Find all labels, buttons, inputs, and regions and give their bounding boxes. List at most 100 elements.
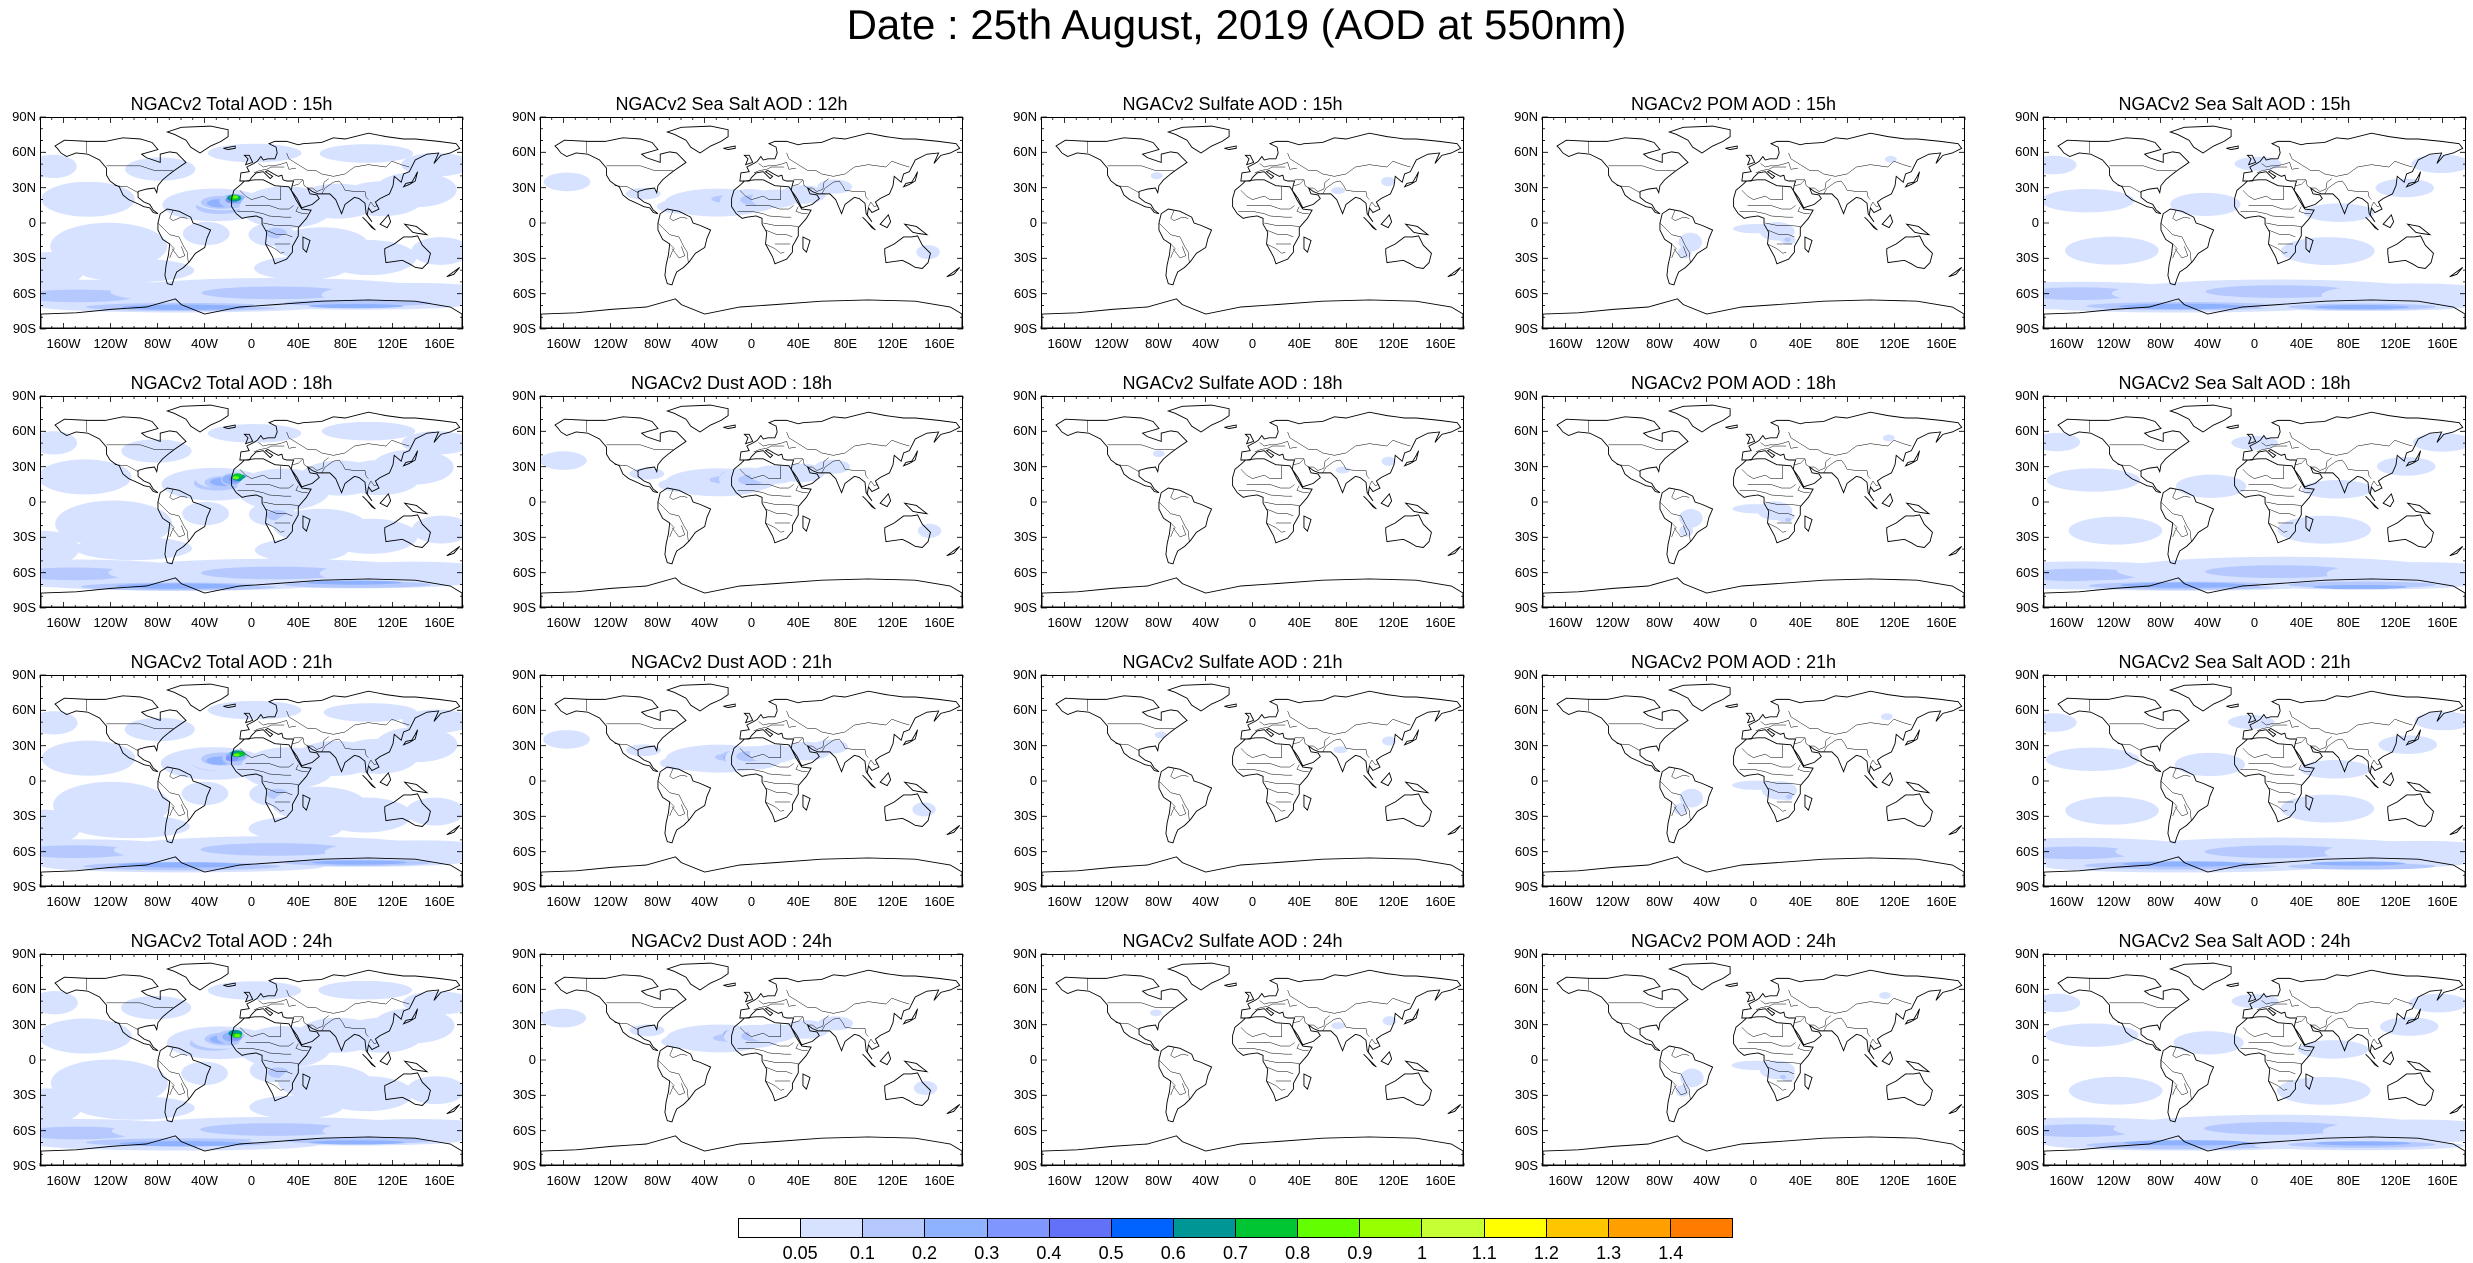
- coastline: [731, 458, 812, 544]
- tick-marks: [1541, 116, 1966, 330]
- coastline: [41, 298, 462, 328]
- map-frame: [1041, 396, 1464, 608]
- longitude-label: 120W: [1595, 615, 1630, 630]
- tick-marks: [539, 674, 964, 888]
- coastline: [723, 703, 736, 708]
- coastline: [1745, 712, 1756, 724]
- country-border: [171, 1083, 186, 1096]
- coastline: [2387, 514, 2434, 548]
- aod-contour: [234, 1034, 241, 1038]
- aod-contour: [541, 1008, 587, 1028]
- country-border: [106, 444, 174, 450]
- country-border: [171, 246, 186, 259]
- coastlines: [1042, 962, 1463, 1165]
- country-border: [1739, 490, 1794, 497]
- country-border: [253, 1003, 285, 1011]
- aod-contour: [41, 181, 135, 217]
- aod-contour: [41, 740, 136, 776]
- country-border: [2324, 180, 2372, 200]
- longitude-label: 80W: [644, 615, 671, 630]
- coastlines: [1543, 404, 1964, 607]
- latitude-label: 90S: [512, 600, 536, 615]
- coastline: [1556, 974, 1689, 1052]
- country-border: [2289, 152, 2413, 177]
- aod-contour: [913, 1081, 938, 1096]
- latitude-label: 30S: [1514, 1087, 1538, 1103]
- longitude-label: 120W: [2096, 336, 2131, 351]
- country-border: [1172, 804, 1187, 817]
- aod-contour: [50, 222, 168, 270]
- country-border: [295, 764, 308, 772]
- coastlines: [541, 683, 962, 886]
- aod-contour: [2413, 433, 2465, 452]
- country-border: [1254, 445, 1286, 453]
- longitude-label: 160W: [1548, 1173, 1583, 1188]
- coastline: [1725, 424, 1738, 429]
- aod-contour: [248, 816, 343, 841]
- coastline: [2382, 213, 2395, 229]
- longitude-label: 0: [747, 1173, 756, 1188]
- coastline: [1303, 1073, 1312, 1090]
- coastline: [1240, 969, 1462, 1060]
- aod-contour: [817, 1016, 854, 1031]
- country-border: [2242, 465, 2285, 479]
- country-border: [1788, 710, 1912, 735]
- country-border: [1765, 1059, 1801, 1064]
- aod-contour: [2170, 192, 2241, 217]
- country-border: [614, 185, 639, 193]
- latitude-label: 30S: [12, 1087, 36, 1103]
- panel-title: NGACv2 Sulfate AOD : 21h: [1122, 652, 1343, 672]
- longitude-label: 80W: [144, 894, 171, 909]
- country-border: [606, 1002, 674, 1008]
- country-border: [2268, 1066, 2296, 1075]
- coastline: [403, 1060, 429, 1073]
- country-border: [1616, 1022, 1641, 1030]
- coastline: [2382, 1050, 2395, 1066]
- country-border: [2295, 458, 2307, 465]
- aod-contour: [41, 991, 78, 1015]
- aod-map: [2044, 683, 2465, 886]
- map-frame: [1542, 117, 1965, 329]
- longitude-label: 0: [247, 336, 256, 351]
- country-border: [263, 780, 299, 785]
- longitude-label: 160E: [424, 894, 455, 909]
- latitude-label: 30S: [12, 529, 36, 545]
- panel-title: NGACv2 Sulfate AOD : 18h: [1122, 373, 1343, 393]
- longitude-label: 160E: [1926, 1173, 1957, 1188]
- aod-map: [541, 683, 962, 886]
- country-border: [2305, 457, 2332, 471]
- latitude-label: 60S: [1514, 285, 1538, 301]
- coastline: [379, 213, 392, 229]
- coastline: [1404, 223, 1430, 236]
- coastline: [2057, 974, 2190, 1052]
- coastlines: [1042, 683, 1463, 886]
- country-border: [795, 206, 808, 214]
- aod-map: [41, 404, 462, 607]
- latitude-label: 60S: [1514, 1122, 1538, 1138]
- country-border: [2117, 464, 2142, 472]
- aod-contour: [1679, 788, 1704, 808]
- coastline: [1667, 125, 1731, 154]
- coastline: [1042, 298, 1463, 328]
- axis-ticks: [1541, 674, 1966, 888]
- longitude-label: 0: [747, 894, 756, 909]
- country-border: [265, 243, 285, 254]
- coastline: [1804, 1073, 1813, 1090]
- coastlines: [1543, 125, 1964, 328]
- map-frame: [2043, 954, 2466, 1166]
- longitude-label: 160W: [46, 336, 81, 351]
- map-panel: NGACv2 Sulfate AOD : 18h 90N 60N 30N 0 30S 60S…: [1001, 372, 1465, 642]
- coastline: [2226, 982, 2239, 987]
- country-border: [758, 999, 796, 1007]
- longitude-label: 120W: [593, 894, 628, 909]
- coastlines: [1543, 683, 1964, 886]
- country-border: [237, 769, 292, 776]
- country-border: [2305, 178, 2332, 192]
- coastline: [2305, 794, 2314, 811]
- country-border: [1767, 801, 1787, 812]
- longitude-label: 80E: [1835, 336, 1860, 351]
- country-border: [114, 743, 139, 751]
- longitude-label: 0: [2250, 894, 2259, 909]
- latitude-label: 30S: [1013, 808, 1037, 824]
- panel-title: NGACv2 Sea Salt AOD : 18h: [2118, 373, 2351, 393]
